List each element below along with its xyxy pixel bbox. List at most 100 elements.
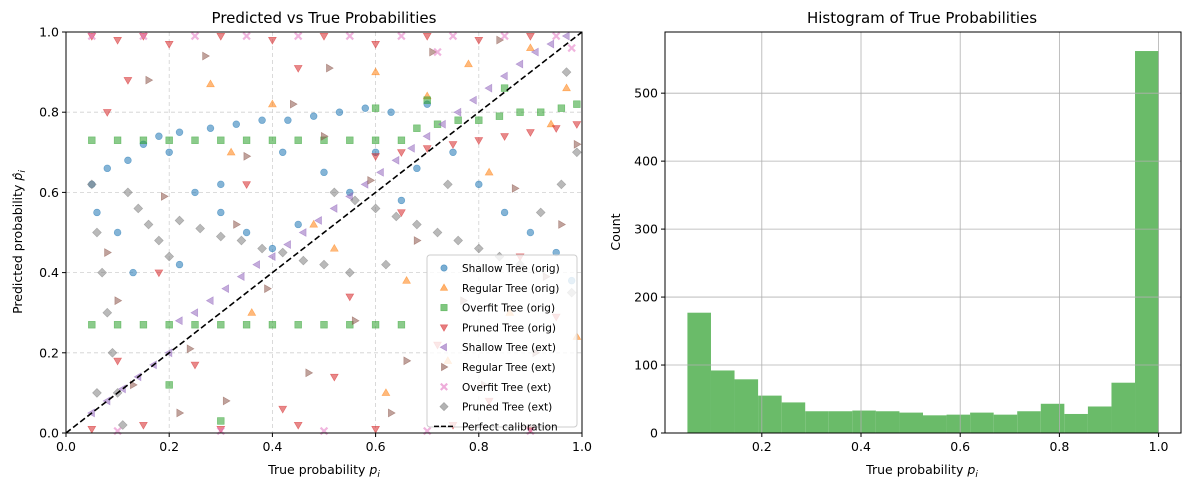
chart1-point <box>190 361 200 370</box>
histogram-bar <box>687 312 711 433</box>
chart1-point <box>329 373 339 382</box>
chart1-ytick-label: 0.0 <box>39 426 59 441</box>
chart1-point <box>351 316 360 326</box>
chart1-point <box>279 148 287 157</box>
chart1-point <box>252 260 260 270</box>
chart1-point <box>403 356 412 366</box>
chart1-point <box>371 321 380 329</box>
chart1-point <box>154 269 164 278</box>
chart2-ticks: 0.2 0.4 0.6 0.8 1.0 0 100 200 300 400 500 <box>634 86 1168 454</box>
chart1-ylabel-subscript: i <box>18 170 28 173</box>
chart1-point <box>556 179 567 190</box>
histogram-bar <box>875 411 900 433</box>
chart2-xlabel-text: True probability <box>865 462 964 477</box>
chart1-point <box>143 219 154 230</box>
histogram-bar <box>758 395 782 433</box>
legend-label: Overfit Tree (orig) <box>462 303 555 315</box>
chart1-point <box>388 408 396 418</box>
chart1-point <box>397 31 406 41</box>
chart1-point <box>102 109 112 117</box>
chart1-point <box>345 293 355 302</box>
chart1-point <box>236 235 247 246</box>
chart1-point <box>195 223 206 234</box>
legend-label: Overfit Tree (ext) <box>462 382 551 394</box>
chart1-point <box>139 321 148 329</box>
legend-label: Perfect calibration <box>462 421 558 433</box>
chart1-point <box>345 31 354 41</box>
chart1-point <box>190 308 199 318</box>
chart1-point <box>257 243 267 254</box>
chart1-point <box>495 112 504 120</box>
chart1-point <box>205 296 214 306</box>
chart1-point <box>215 231 226 242</box>
chart1-point <box>562 83 571 92</box>
chart1-point <box>217 321 225 329</box>
chart1-point <box>294 321 302 329</box>
chart1-point <box>551 125 561 133</box>
chart2-xtick-label: 1.0 <box>1149 439 1169 454</box>
chart1-point <box>290 99 298 109</box>
chart1-point <box>329 187 340 198</box>
chart1-point <box>413 236 422 245</box>
chart1-point <box>123 77 133 85</box>
chart1-point <box>367 175 376 185</box>
chart1-point <box>474 36 484 45</box>
chart1-point <box>557 104 566 112</box>
chart1-title: Predicted vs True Probabilities <box>212 9 437 27</box>
legend-marker <box>440 264 448 272</box>
chart1-point <box>500 133 510 141</box>
legend-marker <box>439 283 449 291</box>
legend-marker <box>440 304 448 312</box>
chart1-point <box>397 321 406 329</box>
chart1-ytick-label: 0.2 <box>39 345 59 360</box>
chart1-point <box>449 148 457 157</box>
chart1-point <box>537 108 545 116</box>
chart1-point <box>381 259 391 270</box>
chart1-point <box>117 420 128 430</box>
chart1-point <box>222 396 231 406</box>
chart1-point <box>87 31 96 41</box>
chart1-point <box>217 417 225 425</box>
chart1-point <box>124 156 132 165</box>
legend-label: Pruned Tree (orig) <box>462 322 556 334</box>
chart1-point <box>165 148 173 157</box>
chart1-point <box>87 425 97 434</box>
chart1-point <box>371 425 381 434</box>
chart1-point <box>473 243 484 254</box>
chart1-point <box>206 124 215 132</box>
chart1-point <box>216 32 226 41</box>
chart1-point <box>546 39 555 49</box>
chart1-plot-frame <box>65 31 583 434</box>
chart2-title: Histogram of True Probabilities <box>807 9 1037 27</box>
histogram-bar <box>923 415 947 433</box>
legend-marker <box>440 382 448 391</box>
chart2-bars <box>687 51 1159 433</box>
chart1-point <box>129 268 137 277</box>
chart1-point <box>526 228 535 237</box>
chart1-point <box>525 32 535 41</box>
chart1-point <box>165 321 173 329</box>
chart1-point <box>175 260 184 269</box>
chart1-point <box>226 147 236 156</box>
chart1-point <box>361 104 369 112</box>
chart1-point <box>139 136 148 144</box>
chart1-point <box>113 321 122 329</box>
histogram-bar <box>781 402 806 433</box>
chart1-xlabel: True probability pi <box>267 462 380 480</box>
chart1-point <box>294 220 302 229</box>
chart1-point <box>396 149 406 157</box>
chart1-point <box>413 124 421 132</box>
chart1-point <box>309 219 319 228</box>
chart1-point <box>232 120 240 128</box>
chart1-point <box>437 119 446 129</box>
chart1-ticks: 0.0 0.2 0.4 0.6 0.8 1.0 0.0 0.2 0.4 0.6 0.8 1.0 <box>39 25 592 455</box>
legend-label: Pruned Tree (ext) <box>462 402 552 414</box>
chart1-point <box>242 31 251 41</box>
chart1-point <box>217 208 225 217</box>
chart1-point <box>294 136 302 144</box>
chart1-point <box>500 84 509 92</box>
chart1-xtick-label: 0.8 <box>469 439 489 454</box>
chart1-point <box>191 321 199 329</box>
chart1-point <box>371 136 380 144</box>
